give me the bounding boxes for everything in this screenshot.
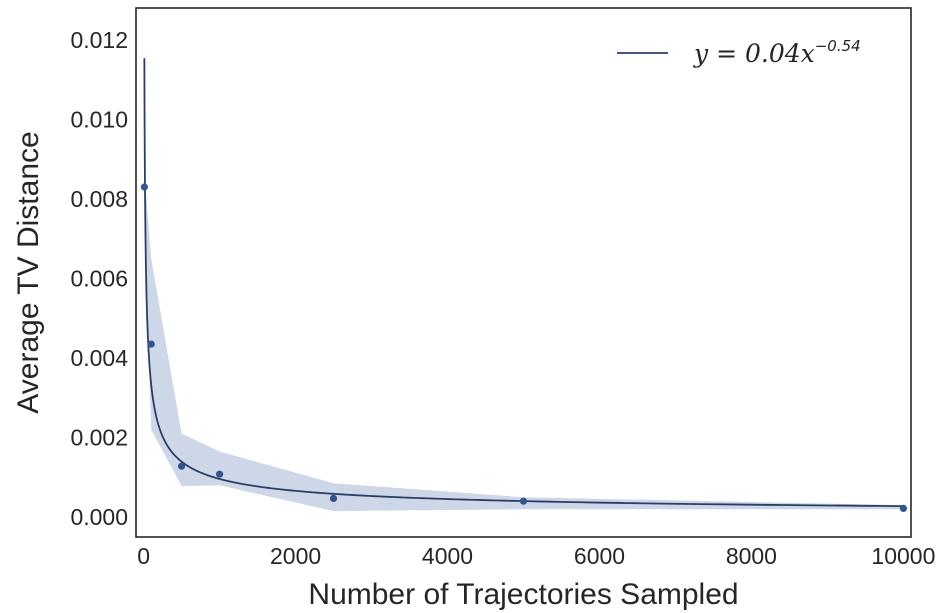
y-tick-label: 0.010 bbox=[70, 106, 128, 132]
legend-label-base: y = 0.04x bbox=[693, 39, 815, 68]
y-tick-label: 0.008 bbox=[70, 186, 128, 212]
fit-curve-layer bbox=[143, 58, 904, 508]
fit-curve bbox=[143, 58, 904, 508]
data-point bbox=[519, 497, 528, 505]
x-tick-label: 10000 bbox=[871, 543, 935, 569]
confidence-band-layer bbox=[144, 171, 904, 512]
x-tick-labels: 0 2000 4000 6000 8000 10000 bbox=[137, 543, 935, 569]
y-tick-labels: 0.000 0.002 0.004 0.006 0.008 0.010 0.012 bbox=[70, 27, 128, 530]
data-point bbox=[140, 183, 148, 191]
y-tick-label: 0.000 bbox=[70, 504, 128, 530]
x-tick-label: 2000 bbox=[270, 543, 321, 569]
data-point bbox=[178, 462, 186, 470]
x-tick-label: 8000 bbox=[726, 543, 777, 569]
legend-label-exponent: −0.54 bbox=[815, 37, 861, 55]
y-tick-label: 0.004 bbox=[70, 345, 128, 371]
legend: y = 0.04x−0.54 bbox=[617, 37, 861, 68]
x-axis-label: Number of Trajectories Sampled bbox=[308, 578, 738, 611]
y-tick-label: 0.002 bbox=[70, 425, 128, 451]
x-tick-label: 0 bbox=[137, 543, 150, 569]
data-point bbox=[147, 340, 155, 348]
x-tick-label: 4000 bbox=[422, 543, 473, 569]
y-axis-label: Average TV Distance bbox=[12, 131, 45, 413]
data-point bbox=[216, 470, 224, 478]
data-point bbox=[329, 494, 338, 502]
data-point bbox=[899, 504, 908, 512]
confidence-band bbox=[144, 171, 904, 512]
plot-frame bbox=[135, 7, 912, 538]
y-tick-label: 0.012 bbox=[70, 27, 128, 53]
data-points-layer bbox=[140, 183, 908, 512]
x-tick-label: 6000 bbox=[574, 543, 625, 569]
y-tick-label: 0.006 bbox=[70, 266, 128, 292]
legend-label: y = 0.04x−0.54 bbox=[693, 37, 861, 68]
